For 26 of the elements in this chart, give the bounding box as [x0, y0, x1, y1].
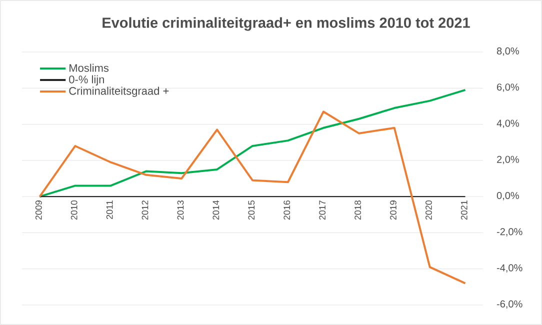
y-tick-label: 8,0% [496, 47, 519, 56]
x-tick-label: 2013 [177, 200, 184, 220]
legend-label: Moslims [70, 64, 109, 72]
x-tick-label: 2009 [35, 200, 42, 220]
x-tick-label: 2015 [248, 200, 255, 220]
y-tick-label: -6,0% [496, 300, 522, 309]
y-tick-label: -2,0% [496, 228, 522, 236]
x-tick-label: 2014 [212, 200, 220, 220]
y-tick-label: -4,0% [496, 264, 522, 273]
x-tick-label: 2018 [354, 200, 361, 220]
x-tick-label: 2010 [70, 200, 78, 220]
x-tick-label: 2020 [426, 200, 432, 220]
y-tick-label: 4,0% [496, 120, 519, 128]
x-tick-label: 2017 [319, 200, 326, 220]
x-tick-label: 2021 [460, 200, 468, 220]
x-tick-label: 2016 [284, 200, 290, 220]
chart-title: Evolutie criminaliteitgraad+ en moslims 2010 tot 2021 [102, 17, 470, 31]
x-tick-label: 2011 [106, 200, 113, 220]
y-tick-label: 6,0% [497, 84, 519, 92]
y-tick-label: 2,0% [497, 156, 519, 164]
line-series [38, 88, 466, 198]
y-tick-label: 0,0% [496, 192, 519, 200]
legend-label: 0-% lijn [69, 75, 104, 86]
legend-label: Criminaliteitsgraad + [69, 86, 169, 97]
x-tick-label: 2012 [142, 200, 148, 220]
x-tick-label: 2019 [390, 200, 396, 220]
